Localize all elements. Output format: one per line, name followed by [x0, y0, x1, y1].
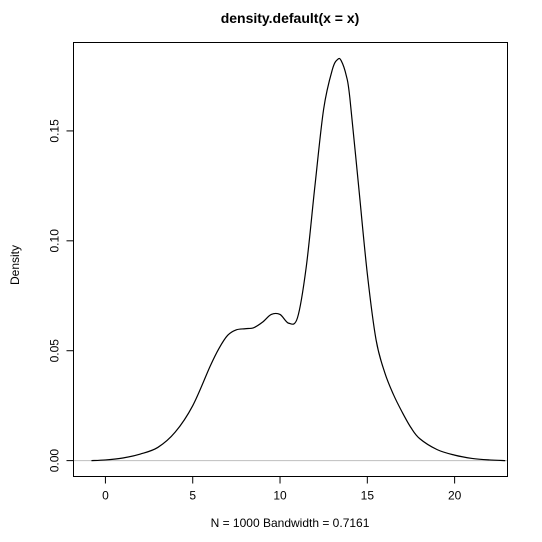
y-axis: 0.00 0.05 0.10 0.15 — [48, 119, 74, 472]
y-tick-label: 0.05 — [48, 339, 62, 363]
plot-area — [73, 42, 508, 477]
density-curve — [91, 57, 506, 462]
y-axis-label: Density — [8, 245, 22, 285]
y-tick-label: 0.00 — [48, 449, 62, 473]
chart-title: density.default(x = x) — [221, 10, 360, 26]
x-tick-label: 5 — [189, 489, 196, 503]
x-tick-label: 10 — [273, 489, 287, 503]
x-axis: 0 5 10 15 20 — [102, 476, 462, 503]
x-tick-label: 0 — [102, 489, 109, 503]
x-tick-label: 15 — [361, 489, 375, 503]
y-tick-label: 0.10 — [48, 229, 62, 253]
x-tick-label: 20 — [448, 489, 462, 503]
x-axis-label: N = 1000 Bandwidth = 0.7161 — [211, 516, 370, 530]
y-tick-label: 0.15 — [48, 119, 62, 143]
